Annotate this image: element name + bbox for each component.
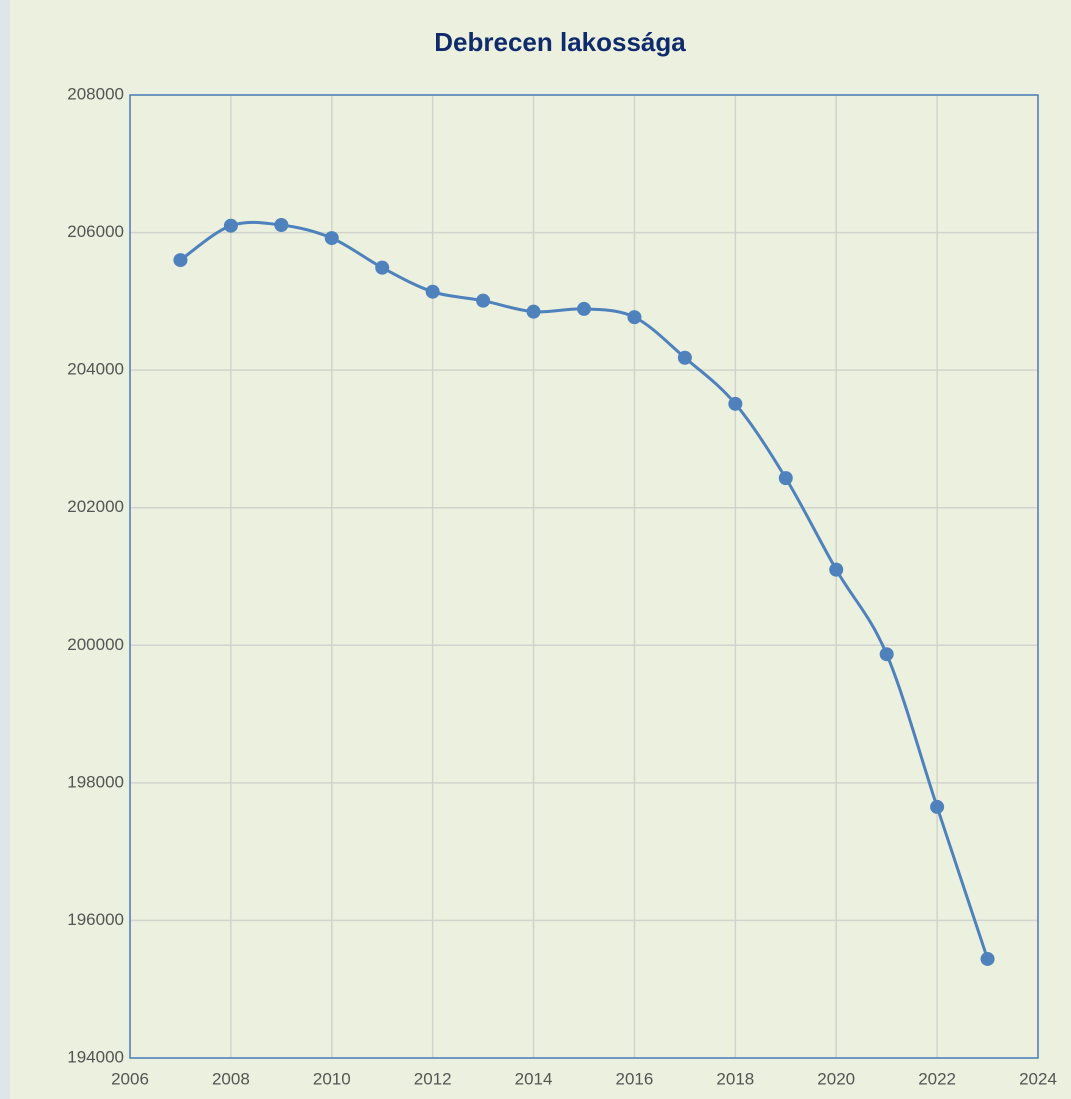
data-point [375, 260, 390, 275]
x-tick-label: 2014 [515, 1069, 553, 1088]
x-tick-label: 2020 [817, 1069, 855, 1088]
chart-title: Debrecen lakossága [434, 27, 686, 57]
y-tick-label: 206000 [67, 222, 124, 241]
data-point [829, 562, 844, 577]
data-point [577, 301, 591, 316]
x-tick-label: 2022 [918, 1069, 956, 1088]
data-point [173, 253, 188, 268]
y-tick-label: 202000 [67, 497, 124, 516]
data-point [223, 218, 238, 233]
x-tick-label: 2008 [212, 1069, 250, 1088]
data-point [879, 647, 894, 662]
data-point [728, 396, 743, 411]
data-point [778, 471, 793, 486]
data-point [980, 951, 995, 966]
y-tick-label: 208000 [67, 84, 124, 103]
y-tick-label: 204000 [67, 360, 124, 379]
y-tick-label: 196000 [67, 910, 124, 929]
data-point [930, 799, 945, 814]
data-point [324, 231, 339, 246]
x-tick-label: 2012 [414, 1069, 452, 1088]
plot-border [129, 94, 1039, 1059]
y-tick-label: 200000 [67, 635, 124, 654]
chart-background [10, 0, 1071, 1099]
x-tick-label: 2018 [716, 1069, 754, 1088]
data-point [425, 284, 440, 299]
y-tick-label: 194000 [67, 1047, 124, 1066]
data-point [627, 310, 642, 325]
data-point [476, 293, 491, 308]
data-point [274, 218, 289, 233]
y-tick-label: 198000 [67, 772, 124, 791]
x-tick-label: 2024 [1019, 1069, 1057, 1088]
x-tick-label: 2010 [313, 1069, 351, 1088]
data-point [526, 304, 541, 319]
x-tick-label: 2016 [616, 1069, 654, 1088]
x-tick-label: 2006 [111, 1069, 149, 1088]
data-point [677, 350, 692, 365]
